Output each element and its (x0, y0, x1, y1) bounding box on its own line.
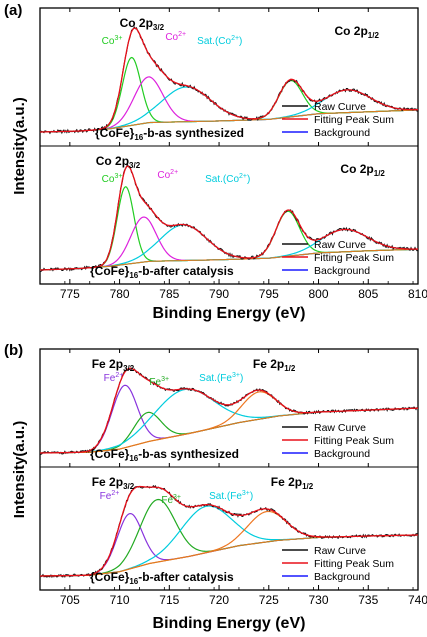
peak-annotation: Co 2p1/2 (334, 24, 379, 40)
peak-annotation: Fe2+ (104, 372, 124, 384)
peak-annotation: Fe3+ (149, 376, 169, 388)
legend-entry: Fitting Peak Sum (314, 435, 394, 447)
background-line (39, 248, 419, 271)
legend-entry: Raw Curve (314, 545, 366, 557)
fitting-sum-line (39, 485, 419, 577)
subplot-after-catalysis: Co 2p3/2 Co3+ Co2+ Sat.(Co2+) Co 2p1/2 Raw Cu… (39, 154, 419, 280)
fitting-sum-line (39, 165, 419, 271)
x-tick-label: 810 (408, 287, 427, 301)
peak-annotation: Co2+ (157, 169, 178, 181)
peak-annotation: Co2+ (165, 31, 186, 43)
legend-entry: Fitting Peak Sum (314, 114, 394, 126)
x-tick-label: 710 (110, 593, 130, 607)
peak-annotation: Co3+ (102, 35, 123, 47)
x-tick-label: 805 (358, 287, 378, 301)
x-tick-label: 780 (110, 287, 130, 301)
x-tick-label: 790 (209, 287, 229, 301)
x-axis-label: Binding Energy (eV) (153, 305, 306, 322)
legend-entry: Fitting Peak Sum (314, 558, 394, 570)
fitting-sum-line (39, 367, 419, 454)
peak-annotation: Fe 2p1/2 (253, 357, 296, 373)
x-tick-label: 800 (309, 287, 329, 301)
peak-annotation: Sat.(Co2+) (197, 35, 242, 47)
peak-annotation: Fe3+ (161, 494, 181, 506)
fitting-sum-line (39, 27, 419, 133)
background-line (39, 109, 419, 133)
x-tick-label: 775 (60, 287, 80, 301)
x-tick-label: 725 (259, 593, 279, 607)
panel-b-letter: (b) (4, 342, 24, 359)
peak-annotation: Fe 2p3/2 (92, 475, 135, 491)
legend-entry: Background (314, 265, 370, 277)
x-tick-label: 720 (209, 593, 229, 607)
peak-annotation: Fe 2p3/2 (92, 357, 135, 373)
peak-annotation: Co 2p3/2 (120, 16, 165, 32)
legend-entry: Raw Curve (314, 239, 366, 251)
peak-annotation: Co3+ (102, 173, 123, 185)
subplot-after-catalysis: Fe 2p3/2 Fe3+ Sat.(Fe3+) Fe 2p1/2 Fe2+ Raw Cu… (39, 475, 419, 586)
sample-label: {CoFe}16-b-after catalysis (90, 570, 234, 586)
x-axis-label: Binding Energy (eV) (153, 615, 306, 632)
plot-frame (39, 348, 419, 591)
xps-panel-a: 775 780 785 790 795 800 805 810 Binding Energy (… (11, 7, 427, 322)
x-tick-label: 735 (358, 593, 378, 607)
x-tick-label: 740 (408, 593, 427, 607)
peak-annotation: Sat.(Fe3+) (199, 372, 243, 384)
x-tick-label: 705 (60, 593, 80, 607)
legend-entry: Raw Curve (314, 422, 366, 434)
peak-annotation: Fe 2p1/2 (271, 475, 314, 491)
subplot-as-synthesized: Fe 2p3/2 Fe3+ Sat.(Fe3+) Fe 2p1/2 Fe2+ Raw Cu… (39, 357, 419, 463)
peak-annotation: Co 2p3/2 (96, 154, 141, 170)
x-tick-label: 715 (159, 593, 179, 607)
x-tick-label: 795 (259, 287, 279, 301)
y-axis-label: Intensity(a.u.) (11, 421, 28, 519)
sample-label: {CoFe}16-b-as synthesized (95, 126, 244, 142)
peak-annotation: Fe2+ (100, 490, 120, 502)
subplot-as-synthesized: Co 2p3/2 Co3+ Co2+ Sat.(Co2+) Co 2p1/2 Raw Cu… (39, 16, 419, 142)
x-tick-label: 730 (309, 593, 329, 607)
legend-entry: Background (314, 127, 370, 139)
sample-label: {CoFe}16-b-after catalysis (90, 264, 234, 280)
y-axis-label: Intensity(a.u.) (11, 97, 28, 195)
legend-entry: Fitting Peak Sum (314, 252, 394, 264)
legend-entry: Raw Curve (314, 101, 366, 113)
x-tick-label: 785 (159, 287, 179, 301)
legend-entry: Background (314, 571, 370, 583)
xps-panel-b: 705 710 715 720 725 730 735 740 Binding Energy (… (11, 348, 427, 632)
sample-label: {CoFe}16-b-as synthesized (90, 447, 239, 463)
legend-entry: Background (314, 448, 370, 460)
peak-annotation: Sat.(Fe3+) (209, 490, 253, 502)
peak-annotation: Sat.(Co2+) (205, 173, 250, 185)
peak-annotation: Co 2p1/2 (340, 162, 385, 178)
panel-a-letter: (a) (4, 2, 23, 19)
